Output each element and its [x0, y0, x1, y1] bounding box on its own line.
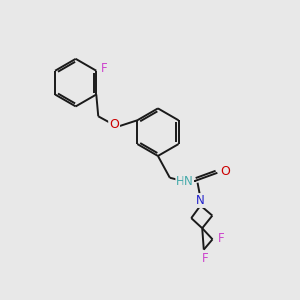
Text: H: H	[176, 175, 185, 188]
Text: O: O	[220, 165, 230, 178]
Text: F: F	[202, 252, 208, 265]
Text: F: F	[218, 232, 225, 245]
Text: O: O	[109, 118, 119, 131]
Text: F: F	[101, 62, 107, 75]
Text: N: N	[184, 175, 193, 188]
Text: N: N	[196, 194, 205, 207]
